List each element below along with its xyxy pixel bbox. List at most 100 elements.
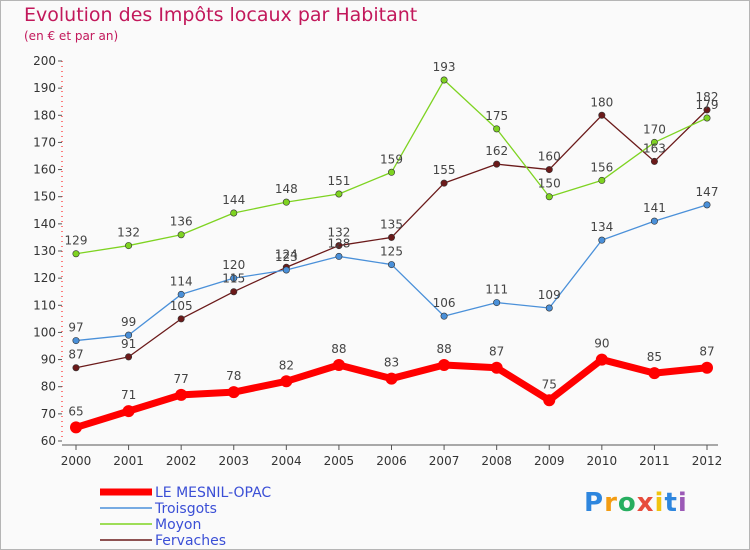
data-label-troisgots: 111 [485,283,508,297]
data-point-le-mesnil-opac [595,353,608,366]
y-tick-label: 110 [33,298,56,312]
data-label-le-mesnil-opac: 87 [699,345,714,359]
data-label-le-mesnil-opac: 71 [121,388,136,402]
data-label-moyon: 175 [485,109,508,123]
data-label-le-mesnil-opac: 77 [174,372,189,386]
x-tick-label: 2012 [692,454,723,468]
data-label-moyon: 136 [170,215,193,229]
logo-letter: i [654,488,665,518]
data-label-moyon: 144 [222,193,245,207]
data-label-troisgots: 106 [433,296,456,310]
x-tick-label: 2009 [534,454,565,468]
y-tick-label: 130 [33,244,56,258]
series-fervaches [72,106,711,372]
data-label-fervaches: 135 [380,217,403,231]
x-tick-label: 2005 [324,454,355,468]
data-point-moyon [282,198,290,206]
data-label-fervaches: 155 [433,163,456,177]
x-tick-label: 2003 [218,454,249,468]
data-point-moyon [440,76,448,84]
data-point-fervaches [125,353,133,361]
data-label-le-mesnil-opac: 88 [436,342,451,356]
chart-title: Evolution des Impôts locaux par Habitant [24,4,418,26]
chart-subtitle: (en € et par an) [24,29,119,43]
logo-letter: o [617,488,637,518]
data-point-moyon [493,125,501,133]
data-point-le-mesnil-opac [543,394,556,407]
data-label-le-mesnil-opac: 90 [594,337,609,351]
data-label-troisgots: 97 [68,321,83,335]
data-label-le-mesnil-opac: 78 [226,369,241,383]
data-point-troisgots [650,217,658,225]
data-point-fervaches [440,179,448,187]
data-label-troisgots: 134 [590,220,613,234]
data-point-troisgots [598,236,606,244]
data-label-le-mesnil-opac: 75 [542,377,557,391]
y-tick-label: 70 [41,407,56,421]
data-label-moyon: 156 [590,160,613,174]
data-point-moyon [335,190,343,198]
data-point-troisgots [282,266,290,274]
data-point-fervaches [387,233,395,241]
data-point-le-mesnil-opac [490,361,503,374]
data-point-troisgots [440,312,448,320]
y-tick-label: 140 [33,217,56,231]
y-tick-label: 170 [33,135,56,149]
data-point-fervaches [598,111,606,119]
data-label-troisgots: 123 [275,250,298,264]
data-point-fervaches [335,242,343,250]
data-label-moyon: 193 [433,60,456,74]
data-point-le-mesnil-opac [438,359,451,371]
data-point-troisgots [177,290,185,298]
x-tick-label: 2006 [376,454,407,468]
data-point-fervaches [493,160,501,168]
data-label-fervaches: 115 [222,272,245,286]
data-point-le-mesnil-opac [280,375,293,388]
data-point-troisgots [387,261,395,269]
data-label-le-mesnil-opac: 82 [279,358,294,372]
x-tick-label: 2000 [61,454,92,468]
data-label-moyon: 148 [275,182,298,196]
legend-label-troisgots: Troisgots [154,501,217,517]
data-label-troisgots: 141 [643,201,666,215]
data-point-le-mesnil-opac [70,421,82,434]
data-point-fervaches [230,288,238,296]
proxiti-logo: Proxiti [584,488,688,518]
data-point-troisgots [335,252,343,260]
series-moyon [72,76,711,258]
data-label-troisgots: 128 [327,236,350,250]
y-tick-label: 120 [33,271,56,285]
legend-label-fervaches: Fervaches [155,533,226,549]
x-tick-label: 2011 [639,454,670,468]
data-point-moyon [703,114,711,122]
data-point-le-mesnil-opac [227,386,240,399]
data-point-fervaches [545,166,553,174]
data-label-fervaches: 160 [538,150,561,164]
data-label-moyon: 170 [643,122,666,136]
data-point-troisgots [545,304,553,312]
data-point-moyon [125,242,133,250]
logo-letter: t [664,488,678,518]
data-label-moyon: 132 [117,226,140,240]
series-troisgots [72,201,711,345]
data-label-moyon: 151 [327,174,350,188]
data-point-le-mesnil-opac [701,361,713,374]
series-layer [70,76,713,434]
data-point-moyon [230,209,238,217]
data-point-le-mesnil-opac [332,359,345,371]
y-tick-label: 90 [41,353,56,367]
data-point-troisgots [72,337,80,345]
legend-label-moyon: Moyon [155,517,201,533]
data-label-troisgots: 114 [170,274,193,288]
data-label-moyon: 159 [380,152,403,166]
data-labels-layer: 87 91 105 115 124 132 135 155 162 160 180 163 182 129… [65,60,719,418]
data-point-le-mesnil-opac [175,388,188,401]
data-label-troisgots: 109 [538,288,561,302]
data-label-fervaches: 132 [327,226,350,240]
data-point-troisgots [493,299,501,307]
data-label-le-mesnil-opac: 88 [331,342,346,356]
data-point-moyon [72,250,80,258]
x-tick-label: 2004 [271,454,302,468]
